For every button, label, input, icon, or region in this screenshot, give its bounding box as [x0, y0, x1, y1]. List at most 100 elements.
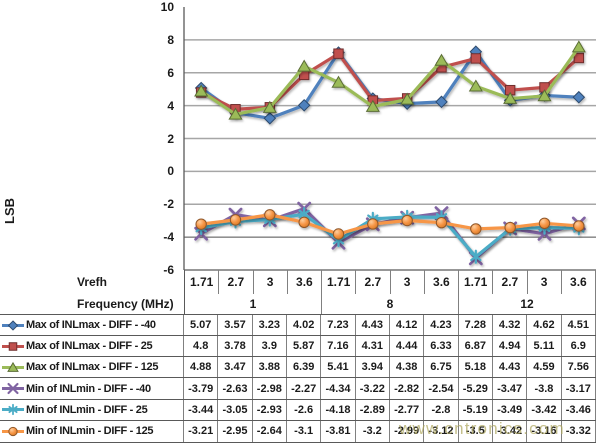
series-legend-label: Min of INLmin - DIFF - 25	[26, 403, 148, 416]
vrefh-tick-cell: 3	[254, 270, 288, 294]
value-cell: -2.54	[424, 378, 459, 399]
y-axis-tick-label: 10	[160, 0, 174, 14]
legend-asterisk-icon	[2, 404, 24, 416]
frequency-axis-title: Frequency (MHz)	[77, 297, 174, 311]
value-cell: 6.33	[424, 336, 459, 357]
value-cell: 4.38	[390, 357, 425, 378]
chart-data-table: Max of INLmax - DIFF - -40 5.07 3.57 3.23 4.…	[0, 314, 596, 443]
value-cell: -2.63	[218, 378, 253, 399]
value-cell: 4.31	[356, 336, 390, 357]
series-legend-cell: Max of INLmax - DIFF - 25	[0, 336, 184, 357]
table-row: Max of INLmax - DIFF - 25 4.8 3.78 3.9 5.87 7…	[0, 336, 596, 358]
value-cell: -3.22	[356, 378, 390, 399]
y-axis-title: LSB	[2, 198, 17, 224]
value-cell: 3.94	[356, 357, 390, 378]
value-cell: -2.27	[287, 378, 322, 399]
table-row: Min of INLmin - DIFF - 25 -3.44 -3.05 -2.93…	[0, 399, 596, 421]
value-cell: -2.93	[253, 399, 287, 420]
value-cell: 4.44	[390, 336, 425, 357]
vrefh-tick-cell: 2.7	[356, 270, 391, 294]
value-cell: 4.02	[287, 315, 322, 336]
value-cell: 5.87	[287, 336, 322, 357]
value-cell: 4.12	[390, 315, 425, 336]
table-row: Max of INLmax - DIFF - -40 5.07 3.57 3.23 4.…	[0, 315, 596, 337]
value-cell: -3.17	[562, 378, 596, 399]
value-cell: -2.99	[390, 420, 425, 442]
value-cell: -3.1	[287, 420, 322, 442]
series-legend-cell: Min of INLmin - DIFF - 125	[0, 420, 184, 442]
table-row: Min of INLmin - DIFF - -40 -3.79 -2.63 -2.9…	[0, 378, 596, 400]
value-cell: 3.78	[218, 336, 253, 357]
value-cell: -2.6	[287, 399, 322, 420]
value-cell: 6.87	[459, 336, 493, 357]
value-cell: -2.64	[253, 420, 287, 442]
value-cell: 4.8	[184, 336, 219, 357]
value-cell: 5.11	[527, 336, 562, 357]
value-cell: -2.8	[424, 399, 459, 420]
series-legend-cell: Max of INLmax - DIFF - 125	[0, 357, 184, 378]
frequency-group-cell: 1	[185, 294, 322, 315]
value-cell: -3.8	[527, 378, 562, 399]
value-cell: -2.98	[253, 378, 287, 399]
value-cell: 4.51	[562, 315, 596, 336]
value-cell: 3.88	[253, 357, 287, 378]
series-legend-label: Max of INLmax - DIFF - -40	[26, 319, 156, 332]
vrefh-tick-cell: 1.71	[459, 270, 494, 294]
value-cell: -3.21	[184, 420, 219, 442]
legend-circle-icon	[2, 426, 24, 437]
value-cell: -2.95	[218, 420, 253, 442]
value-cell: 5.18	[459, 357, 493, 378]
vrefh-tick-cell: 3	[528, 270, 562, 294]
value-cell: -3.5	[459, 420, 493, 442]
series-legend-label: Max of INLmax - DIFF - 25	[26, 340, 153, 353]
table-row: Max of INLmax - DIFF - 125 4.88 3.47 3.88 6.…	[0, 357, 596, 379]
value-cell: -3.32	[562, 420, 596, 442]
legend-square-icon	[2, 341, 24, 351]
y-axis-tick-label: 6	[167, 65, 174, 80]
series-legend-label: Max of INLmax - DIFF - 125	[26, 361, 159, 374]
value-cell: -5.19	[459, 399, 493, 420]
series-legend-cell: Max of INLmax - DIFF - -40	[0, 315, 184, 336]
frequency-group-cell: 8	[322, 294, 459, 315]
y-axis-tick-label: -6	[163, 263, 174, 277]
y-axis-tick-label: 2	[167, 131, 174, 146]
value-cell: -3.05	[218, 399, 253, 420]
vrefh-tick-cell: 3.6	[288, 270, 322, 294]
y-axis-tick-label: 4	[167, 98, 174, 113]
vrefh-tick-cell: 1.71	[322, 270, 357, 294]
y-axis-tick-label: 8	[167, 32, 174, 47]
value-cell: 7.56	[562, 357, 596, 378]
legend-x-icon	[2, 382, 24, 395]
y-axis-tick-label: 0	[167, 164, 174, 179]
value-cell: 4.32	[493, 315, 528, 336]
value-cell: -2.77	[390, 399, 425, 420]
vrefh-tick-cell: 3	[391, 270, 425, 294]
value-cell: -3.81	[321, 420, 356, 442]
value-cell: 4.43	[493, 357, 528, 378]
value-cell: -3.49	[493, 399, 528, 420]
value-cell: -3.47	[493, 378, 528, 399]
value-cell: -3.16	[527, 420, 562, 442]
value-cell: 3.57	[218, 315, 253, 336]
vrefh-tick-cell: 3.6	[562, 270, 596, 294]
y-axis-tick-label: -4	[163, 230, 174, 245]
vrefh-tick-cell: 3.6	[425, 270, 459, 294]
value-cell: -3.44	[184, 399, 219, 420]
value-cell: 6.39	[287, 357, 322, 378]
value-cell: -2.89	[356, 399, 390, 420]
value-cell: 6.9	[562, 336, 596, 357]
value-cell: 6.75	[424, 357, 459, 378]
value-cell: 3.23	[253, 315, 287, 336]
value-cell: 5.41	[321, 357, 356, 378]
frequency-group-row: 1 8 12	[184, 294, 596, 315]
series-legend-cell: Min of INLmin - DIFF - 25	[0, 399, 184, 420]
value-cell: 7.23	[321, 315, 356, 336]
value-cell: -3.46	[562, 399, 596, 420]
value-cell: 4.43	[356, 315, 390, 336]
value-cell: -5.29	[459, 378, 493, 399]
legend-diamond-icon	[2, 319, 24, 331]
value-cell: 4.59	[527, 357, 562, 378]
value-cell: -3.2	[356, 420, 390, 442]
table-row: Min of INLmin - DIFF - 125 -3.21 -2.95 -2.6…	[0, 420, 596, 442]
